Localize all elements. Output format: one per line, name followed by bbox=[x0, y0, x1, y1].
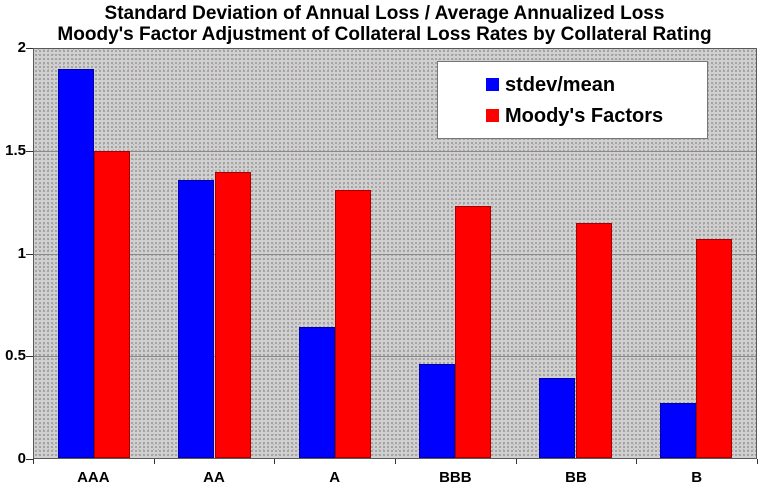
x-axis-label-A: A bbox=[329, 469, 341, 486]
bar-moodys-factors-A bbox=[334, 190, 371, 458]
y-axis-tick bbox=[26, 150, 33, 152]
bar-stdev-mean-AA bbox=[178, 179, 215, 458]
x-axis-label-BBB: BBB bbox=[439, 469, 472, 486]
legend-swatch-red-icon bbox=[486, 109, 499, 122]
x-axis-tick bbox=[395, 459, 396, 464]
chart-title-line1: Standard Deviation of Annual Loss / Aver… bbox=[104, 3, 665, 24]
legend-label-stdev-mean: stdev/mean bbox=[505, 73, 616, 96]
x-axis-tick bbox=[274, 459, 276, 464]
y-axis-tick bbox=[26, 459, 33, 460]
x-axis-tick bbox=[636, 459, 638, 464]
bar-moodys-factors-BB bbox=[575, 222, 612, 458]
bar-moodys-factors-AA bbox=[214, 171, 251, 458]
y-axis-tick bbox=[26, 253, 33, 255]
x-axis-label-AAA: AAA bbox=[77, 469, 110, 486]
y-axis-label-1: 1 bbox=[17, 244, 26, 262]
y-axis-label-2: 2 bbox=[17, 39, 26, 56]
legend: stdev/mean Moody's Factors bbox=[437, 61, 708, 139]
bar-stdev-mean-BB bbox=[539, 378, 576, 458]
x-axis-tick bbox=[153, 459, 155, 464]
legend-label-moodys-factors: Moody's Factors bbox=[505, 104, 664, 127]
bar-stdev-mean-AAA bbox=[58, 69, 95, 458]
bar-stdev-mean-B bbox=[659, 402, 696, 458]
x-axis-label-AA: AA bbox=[203, 469, 225, 486]
y-axis-label-0.5: 0.5 bbox=[5, 347, 26, 365]
gridline-1.5 bbox=[34, 151, 756, 153]
bar-moodys-factors-AAA bbox=[94, 151, 131, 458]
x-axis-tick bbox=[33, 459, 34, 464]
legend-item-stdev-mean: stdev/mean bbox=[486, 74, 707, 96]
bar-stdev-mean-BBB bbox=[419, 363, 456, 458]
gridline-0.5 bbox=[34, 355, 756, 357]
chart-title-line2: Moody's Factor Adjustment of Collateral … bbox=[57, 24, 712, 45]
y-axis-label-0: 0 bbox=[17, 450, 26, 467]
chart-title: Standard Deviation of Annual Loss / Aver… bbox=[0, 3, 769, 45]
gridline-1 bbox=[34, 253, 756, 255]
x-axis-label-B: B bbox=[691, 469, 703, 486]
x-axis-tick bbox=[515, 459, 517, 464]
bar-moodys-factors-BBB bbox=[455, 206, 492, 458]
bar-moodys-factors-B bbox=[695, 239, 732, 458]
x-axis-label-BB: BB bbox=[565, 469, 587, 486]
bar-stdev-mean-A bbox=[298, 327, 335, 458]
y-axis-tick bbox=[26, 356, 33, 358]
y-axis-label-1.5: 1.5 bbox=[5, 141, 26, 159]
y-axis-tick bbox=[26, 48, 33, 49]
legend-swatch-blue-icon bbox=[486, 78, 499, 91]
x-axis-tick bbox=[757, 459, 758, 464]
legend-item-moodys-factors: Moody's Factors bbox=[486, 105, 707, 127]
